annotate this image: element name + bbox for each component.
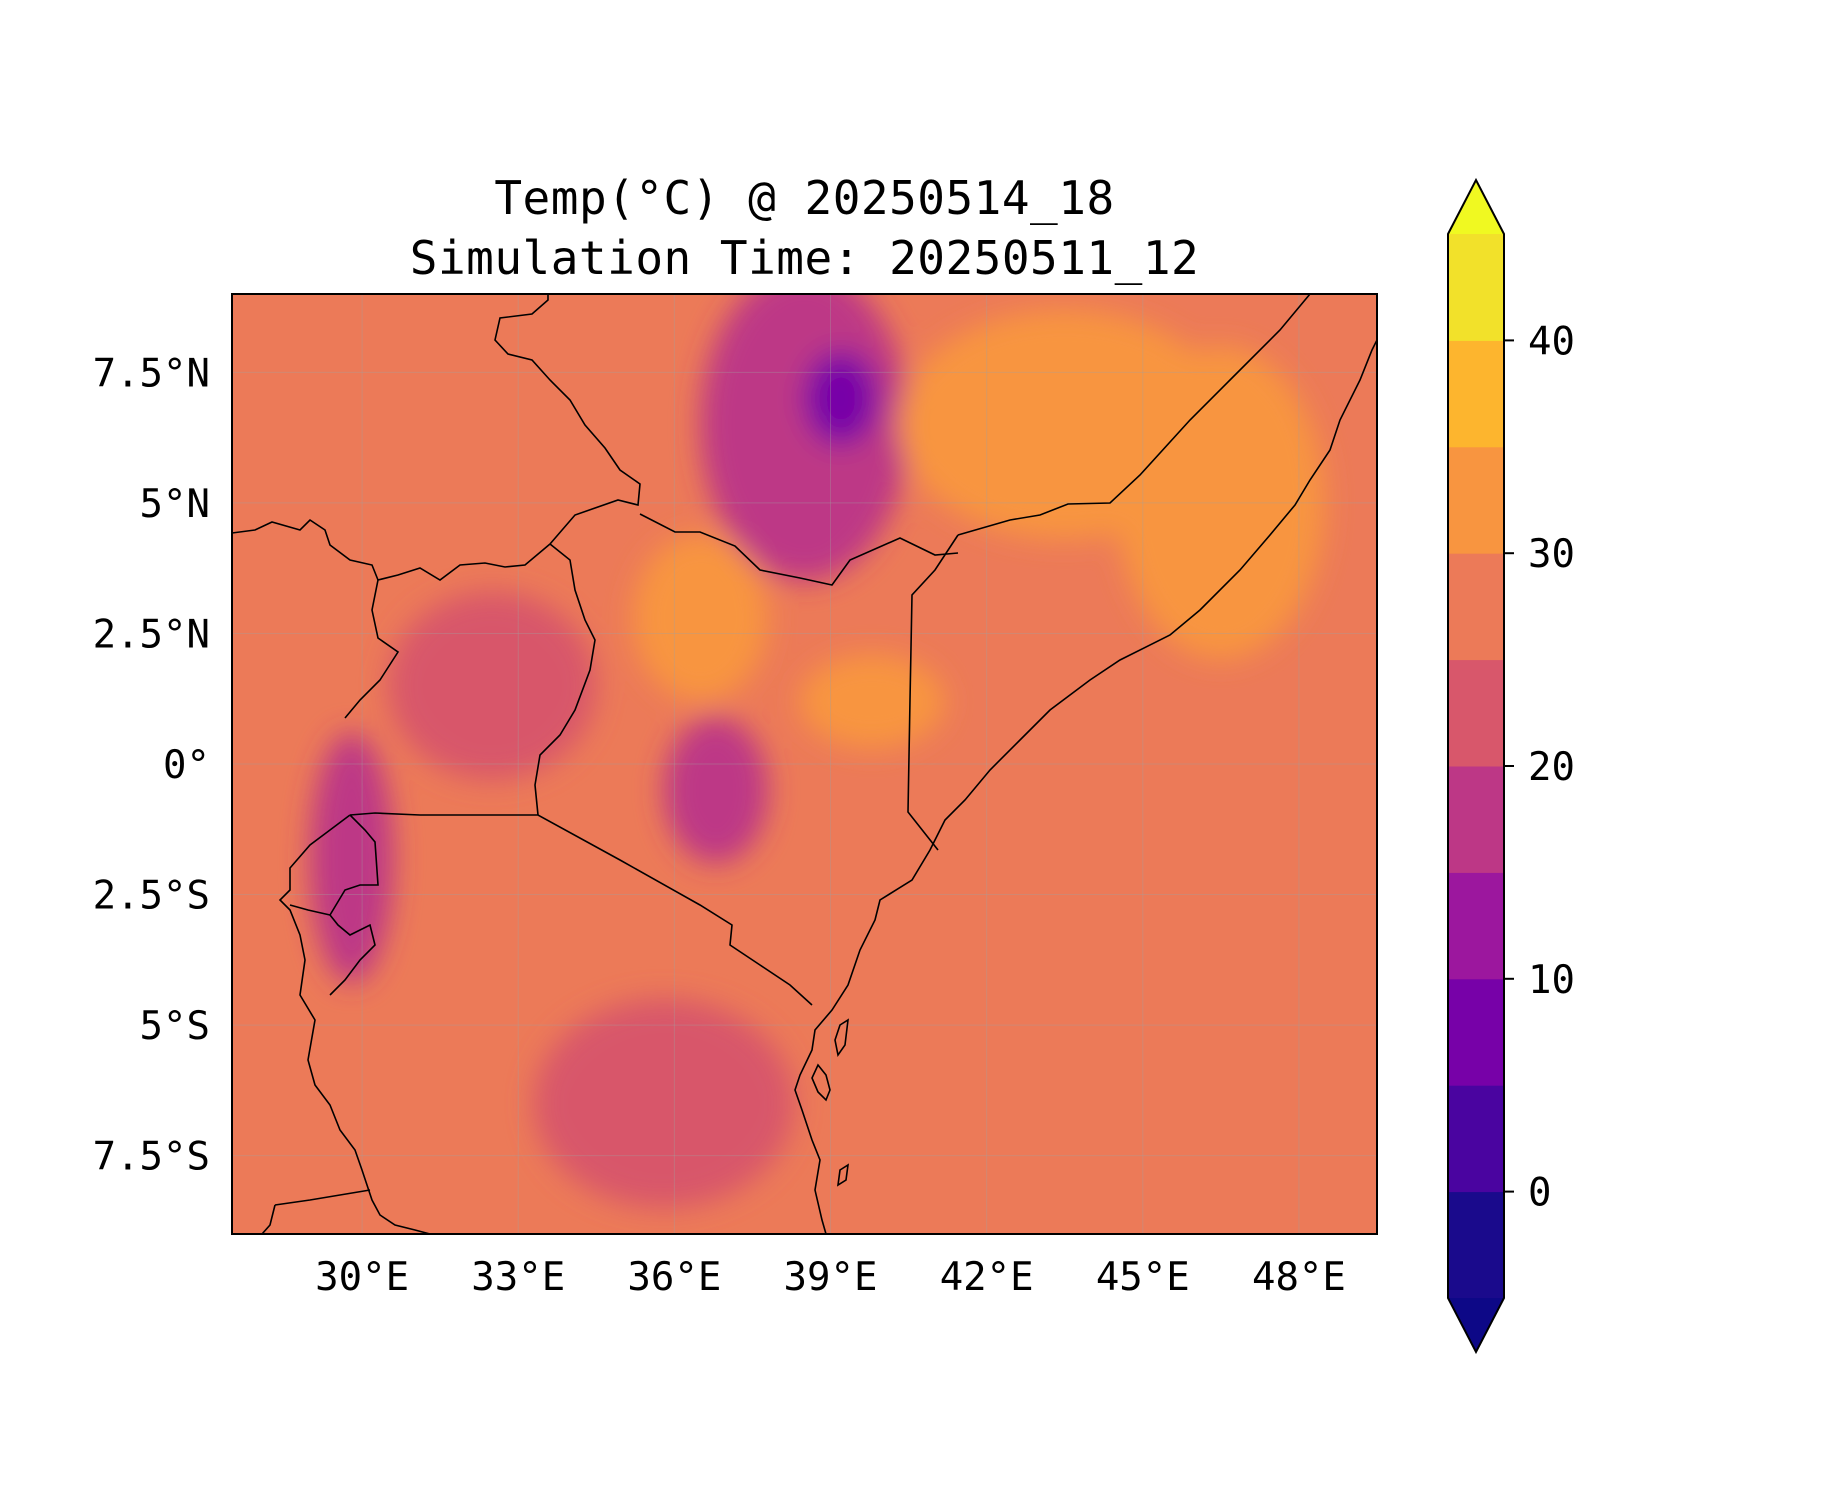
map-title: Temp(°C) @ 20250514_18 Simulation Time: …	[232, 168, 1377, 288]
somalia-ethiopia-border	[957, 294, 1311, 536]
x-axis-ticks: 30°E 33°E 36°E 39°E 42°E 45°E 48°E	[315, 1255, 1346, 1300]
pemba-island	[834, 1018, 849, 1057]
region-mild-tanzania-highlands	[533, 999, 795, 1208]
region-cold-core-ethiopia	[804, 351, 878, 446]
kenya-somalia-border	[907, 534, 959, 851]
colorbar-tick-label: 40	[1528, 319, 1575, 364]
title-line-2: Simulation Time: 20250511_12	[409, 231, 1200, 285]
colorbar-under-arrow	[1448, 1298, 1504, 1352]
x-tick-label: 48°E	[1252, 1255, 1346, 1300]
x-tick-label: 30°E	[315, 1255, 409, 1300]
region-cool-highlands-ethiopia	[700, 294, 909, 582]
country-borders	[232, 294, 1377, 1234]
x-tick-label: 45°E	[1096, 1255, 1190, 1300]
colorbar-band	[1448, 446, 1504, 554]
region-hot-turkana	[632, 534, 769, 702]
colorbar-band	[1448, 659, 1504, 767]
colorbar-band	[1448, 234, 1504, 341]
y-tick-label: 2.5°S	[93, 874, 210, 919]
zanzibar-island	[811, 1063, 831, 1102]
region-cool-rift-albertine	[310, 732, 394, 984]
x-tick-label: 33°E	[471, 1255, 565, 1300]
colorbar-band	[1448, 766, 1504, 873]
south-sudan-border	[494, 294, 641, 545]
colorbar-tick-label: 0	[1528, 1171, 1551, 1216]
coastline	[794, 339, 1377, 1234]
colorbar-tick-label: 20	[1528, 745, 1575, 790]
tanzania-north-border	[349, 812, 813, 1006]
colorbar-band	[1448, 872, 1504, 980]
y-tick-label: 5°S	[140, 1004, 210, 1049]
uganda-kenya-border	[534, 543, 596, 816]
zambia-border	[274, 1189, 371, 1206]
y-tick-label: 5°N	[140, 482, 210, 527]
colorbar-over-arrow	[1448, 180, 1504, 234]
colorbar-tick-label: 10	[1528, 958, 1575, 1003]
region-hot-somalia-coast	[1116, 346, 1325, 660]
uganda-north-border	[344, 543, 551, 719]
colorbar-band	[1448, 1085, 1504, 1193]
region-mild-uganda	[388, 591, 597, 780]
drc-tanzania-lake	[329, 914, 376, 996]
title-line-1: Temp(°C) @ 20250514_18	[494, 171, 1115, 225]
x-tick-label: 42°E	[940, 1255, 1034, 1300]
x-tick-label: 39°E	[784, 1255, 878, 1300]
colorbar-band	[1448, 553, 1504, 661]
drc-south-corner	[261, 1204, 276, 1234]
rwanda-burundi-border	[278, 814, 431, 1234]
y-axis-ticks: 7.5°N 5°N 2.5°N 0° 2.5°S 5°S 7.5°S	[93, 351, 210, 1179]
colorbar-tick-label: 30	[1528, 532, 1575, 577]
y-tick-label: 7.5°S	[93, 1135, 210, 1180]
gridlines	[232, 294, 1377, 1234]
region-hot-north-kenya	[799, 654, 946, 749]
burundi-box	[289, 814, 379, 916]
mafia-island	[836, 1163, 850, 1187]
temperature-map	[232, 294, 1377, 1234]
colorbar-band	[1448, 978, 1504, 1086]
colorbar-band	[1448, 340, 1504, 448]
drc-border-north	[232, 518, 379, 581]
y-tick-label: 7.5°N	[93, 351, 210, 396]
temperature-regions	[310, 294, 1325, 1208]
colorbar-outline	[1447, 177, 1505, 1355]
region-cool-kenya-highlands	[663, 717, 769, 864]
y-tick-label: 0°	[163, 743, 210, 788]
plot-frame	[231, 293, 1378, 1235]
kenya-ethiopia-border	[639, 513, 959, 586]
colorbar-band	[1448, 1191, 1504, 1299]
x-tick-label: 36°E	[627, 1255, 721, 1300]
colorbar: 0 10 20 30 40	[1447, 177, 1575, 1355]
y-tick-label: 2.5°N	[93, 612, 210, 657]
